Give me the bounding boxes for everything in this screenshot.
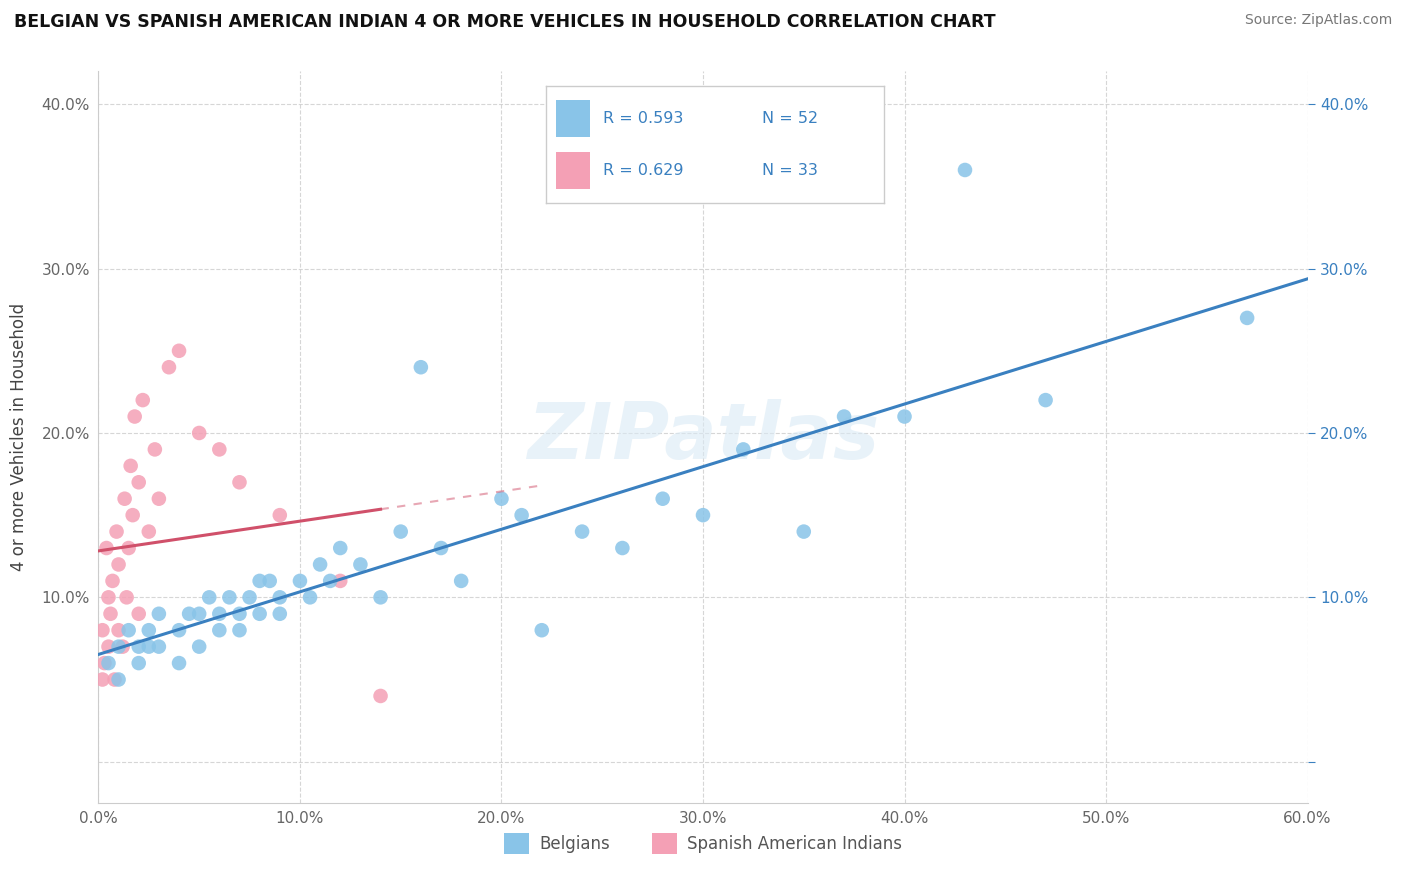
Point — [138, 640, 160, 654]
Point — [143, 442, 166, 457]
Point — [733, 442, 755, 457]
Point — [121, 508, 143, 523]
Point — [793, 524, 815, 539]
Point — [208, 442, 231, 457]
Point — [93, 656, 115, 670]
Point — [228, 475, 250, 490]
Point — [450, 574, 472, 588]
Legend: Belgians, Spanish American Indians: Belgians, Spanish American Indians — [498, 827, 908, 860]
Point — [832, 409, 855, 424]
Point — [167, 656, 190, 670]
Point — [128, 640, 150, 654]
Point — [118, 624, 141, 638]
Point — [167, 624, 190, 638]
Point — [167, 343, 190, 358]
Point — [299, 591, 322, 605]
Point — [288, 574, 311, 588]
Point — [269, 508, 291, 523]
Point — [349, 558, 371, 572]
Point — [107, 640, 129, 654]
Point — [114, 491, 136, 506]
Point — [111, 640, 134, 654]
Text: ZIPatlas: ZIPatlas — [527, 399, 879, 475]
Point — [239, 591, 262, 605]
Point — [198, 591, 221, 605]
Point — [107, 673, 129, 687]
Y-axis label: 4 or more Vehicles in Household: 4 or more Vehicles in Household — [10, 303, 28, 571]
Point — [510, 508, 533, 523]
Point — [138, 524, 160, 539]
Point — [249, 607, 271, 621]
Point — [105, 524, 128, 539]
Point — [259, 574, 281, 588]
Point — [370, 689, 392, 703]
Point — [228, 624, 250, 638]
Point — [91, 673, 114, 687]
Point — [530, 624, 553, 638]
Point — [228, 607, 250, 621]
Point — [188, 607, 211, 621]
Point — [953, 163, 976, 178]
Point — [1035, 393, 1057, 408]
Point — [128, 656, 150, 670]
Point — [188, 425, 211, 440]
Point — [103, 673, 125, 687]
Point — [157, 360, 180, 375]
Point — [148, 607, 170, 621]
Point — [120, 458, 142, 473]
Point — [118, 541, 141, 555]
Point — [409, 360, 432, 375]
Point — [319, 574, 342, 588]
Point — [389, 524, 412, 539]
Point — [138, 624, 160, 638]
Point — [329, 541, 352, 555]
Point — [430, 541, 453, 555]
Point — [269, 607, 291, 621]
Point — [692, 508, 714, 523]
Point — [97, 640, 120, 654]
Text: Source: ZipAtlas.com: Source: ZipAtlas.com — [1244, 13, 1392, 28]
Point — [218, 591, 240, 605]
Point — [249, 574, 271, 588]
Point — [100, 607, 122, 621]
Point — [148, 640, 170, 654]
Point — [128, 475, 150, 490]
Point — [132, 393, 155, 408]
Point — [101, 574, 124, 588]
Point — [96, 541, 118, 555]
Point — [491, 491, 513, 506]
Point — [370, 591, 392, 605]
Point — [91, 624, 114, 638]
Point — [128, 607, 150, 621]
Point — [107, 624, 129, 638]
Point — [309, 558, 332, 572]
Point — [208, 624, 231, 638]
Point — [612, 541, 634, 555]
Point — [208, 607, 231, 621]
Point — [269, 591, 291, 605]
Point — [893, 409, 915, 424]
Point — [124, 409, 146, 424]
Point — [651, 491, 673, 506]
Point — [107, 558, 129, 572]
Text: BELGIAN VS SPANISH AMERICAN INDIAN 4 OR MORE VEHICLES IN HOUSEHOLD CORRELATION C: BELGIAN VS SPANISH AMERICAN INDIAN 4 OR … — [14, 13, 995, 31]
Point — [188, 640, 211, 654]
Point — [115, 591, 138, 605]
Point — [571, 524, 593, 539]
Point — [329, 574, 352, 588]
Point — [97, 656, 120, 670]
Point — [179, 607, 201, 621]
Point — [97, 591, 120, 605]
Point — [1236, 310, 1258, 325]
Point — [148, 491, 170, 506]
